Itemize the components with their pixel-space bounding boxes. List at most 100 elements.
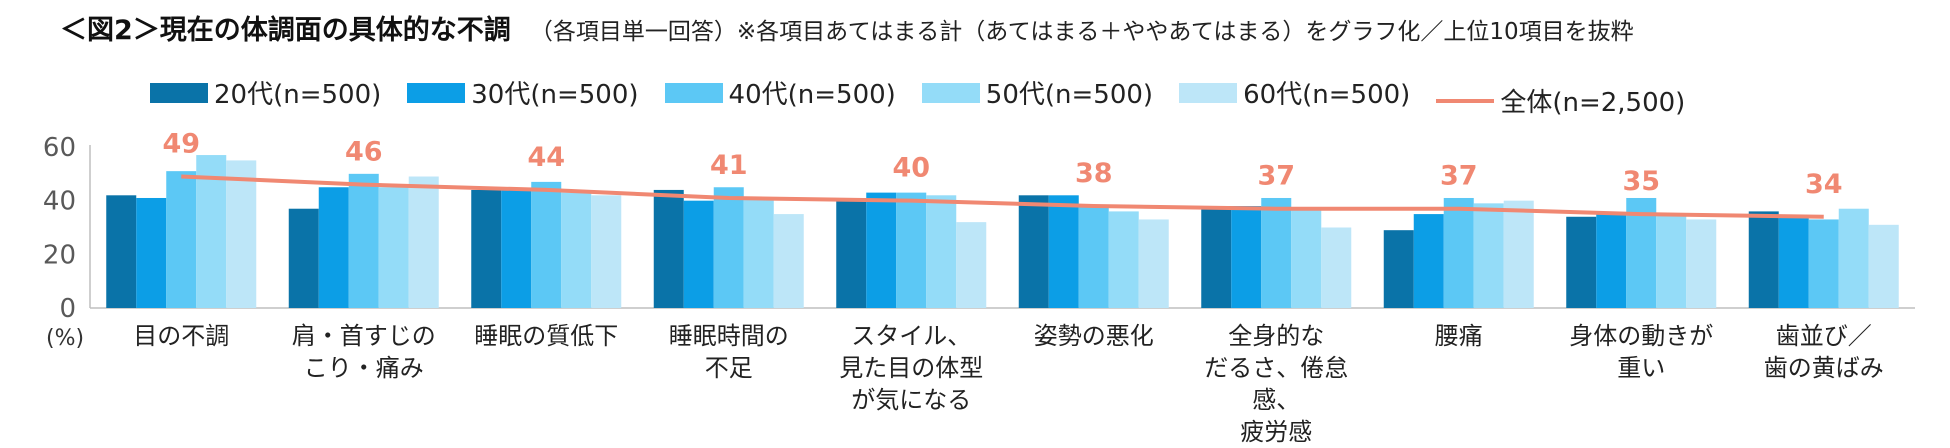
- category-label: 姿勢の悪化: [1003, 320, 1186, 352]
- legend-item: 60代(n=500): [1179, 74, 1410, 111]
- bar: [773, 214, 804, 308]
- legend-item: 40代(n=500): [664, 74, 896, 111]
- bar: [956, 222, 987, 308]
- bar: [836, 200, 867, 308]
- legend-label: 50代(n=500): [985, 80, 1154, 110]
- bar: [288, 208, 319, 308]
- legend-line-swatch: [1436, 98, 1495, 103]
- category-label: 身体の動きが 重い: [1550, 320, 1733, 384]
- bar: [1566, 216, 1597, 308]
- bar: [561, 192, 592, 308]
- legend-swatch: [664, 82, 723, 103]
- category-label-line: 歯の黄ばみ: [1763, 354, 1884, 382]
- bar: [348, 173, 379, 308]
- total-data-label: 44: [527, 142, 565, 173]
- bar: [1383, 230, 1414, 308]
- category-label: 睡眠時間の 不足: [638, 320, 821, 384]
- total-data-label: 46: [345, 137, 383, 168]
- legend-label: 40代(n=500): [728, 80, 896, 110]
- chart-title: ＜図2＞現在の体調面の具体的な不調: [60, 15, 511, 46]
- category-label-line: 姿勢の悪化: [1033, 322, 1154, 350]
- total-data-label: 49: [162, 129, 200, 160]
- legend-swatch: [921, 82, 980, 103]
- bar: [1503, 200, 1534, 308]
- chart-subtitle: （各項目単一回答）※各項目あてはまる計（あてはまる＋ややあてはまる）をグラフ化／…: [529, 19, 1634, 45]
- category-label-line: が気になる: [851, 386, 972, 414]
- total-data-label: 38: [1075, 158, 1113, 189]
- legend-item: 30代(n=500): [407, 74, 639, 111]
- total-series-line: [181, 174, 1824, 219]
- legend-label: 全体(n=2,500): [1500, 88, 1686, 118]
- bar: [166, 171, 197, 308]
- bar: [501, 189, 532, 308]
- bar: [743, 197, 774, 308]
- bar: [1138, 219, 1169, 308]
- bar: [896, 192, 927, 308]
- chart-title-row: ＜図2＞現在の体調面の具体的な不調 （各項目単一回答）※各項目あてはまる計（あて…: [60, 8, 1634, 52]
- bar: [1413, 214, 1444, 308]
- legend-item: 20代(n=500): [150, 74, 381, 111]
- bar: [1443, 197, 1474, 308]
- category-label-line: 腰痛: [1434, 322, 1483, 350]
- category-label: 肩・首すじの こり・痛み: [273, 320, 456, 384]
- bar: [1686, 219, 1717, 308]
- legend-label: 60代(n=500): [1243, 80, 1411, 110]
- total-data-label: 35: [1622, 166, 1660, 197]
- legend-label: 20代(n=500): [214, 80, 382, 110]
- category-label-line: 肩・首すじの: [291, 322, 436, 350]
- bar: [1626, 197, 1657, 308]
- bar: [591, 195, 622, 308]
- bar: [531, 181, 562, 308]
- category-label-line: 身体の動きが: [1569, 322, 1714, 350]
- bar: [1291, 208, 1322, 308]
- category-label-line: 見た目の体型: [839, 354, 984, 382]
- total-data-label: 41: [710, 150, 748, 181]
- legend-swatch: [407, 82, 466, 103]
- category-label-line: 目の不調: [133, 322, 230, 350]
- bar: [1596, 214, 1627, 308]
- bar: [106, 195, 137, 308]
- category-label: 全身的な だるさ、倦怠感、 疲労感: [1185, 320, 1368, 448]
- category-label-line: 全身的な: [1228, 322, 1325, 350]
- category-label: スタイル、見た目の体型 が気になる: [820, 320, 1003, 416]
- bar: [1321, 227, 1352, 308]
- legend: 20代(n=500) 30代(n=500) 40代(n=500) 50代(n=500)…: [150, 74, 1711, 118]
- total-data-label: 37: [1440, 161, 1478, 192]
- total-data-label: 34: [1805, 169, 1843, 200]
- bar: [1201, 206, 1232, 308]
- bar: [866, 192, 897, 308]
- bar: [1868, 224, 1899, 308]
- y-tick-label: 60: [43, 133, 76, 163]
- bar: [926, 195, 957, 308]
- category-label-line: 不足: [704, 354, 753, 382]
- bar: [713, 187, 744, 308]
- legend-label: 30代(n=500): [471, 80, 639, 110]
- bar: [408, 176, 439, 308]
- legend-item: 全体(n=2,500): [1436, 82, 1685, 119]
- bar: [471, 189, 502, 308]
- bar: [318, 187, 349, 308]
- total-data-label: 37: [1257, 161, 1295, 192]
- bar: [653, 189, 684, 308]
- category-label: 歯並び／ 歯の黄ばみ: [1733, 320, 1916, 384]
- total-data-label: 40: [892, 153, 930, 184]
- bar: [1108, 211, 1139, 308]
- category-label: 腰痛: [1368, 320, 1551, 352]
- bar: [1778, 216, 1809, 308]
- bar: [136, 197, 167, 308]
- legend-swatch: [150, 82, 208, 103]
- category-label: 目の不調: [90, 320, 273, 352]
- bar: [1748, 211, 1779, 308]
- bar: [1838, 208, 1869, 308]
- bar: [378, 187, 409, 308]
- category-label-line: スタイル、: [851, 322, 972, 350]
- bar: [683, 200, 714, 308]
- category-label-line: 睡眠時間の: [668, 322, 789, 350]
- bar: [1808, 219, 1839, 308]
- bar: [1048, 195, 1079, 308]
- category-label-line: 重い: [1617, 354, 1666, 382]
- y-tick-label: 0: [59, 294, 76, 324]
- bar: [1231, 206, 1262, 308]
- bar: [1473, 203, 1504, 308]
- category-label-line: こり・痛み: [303, 354, 424, 382]
